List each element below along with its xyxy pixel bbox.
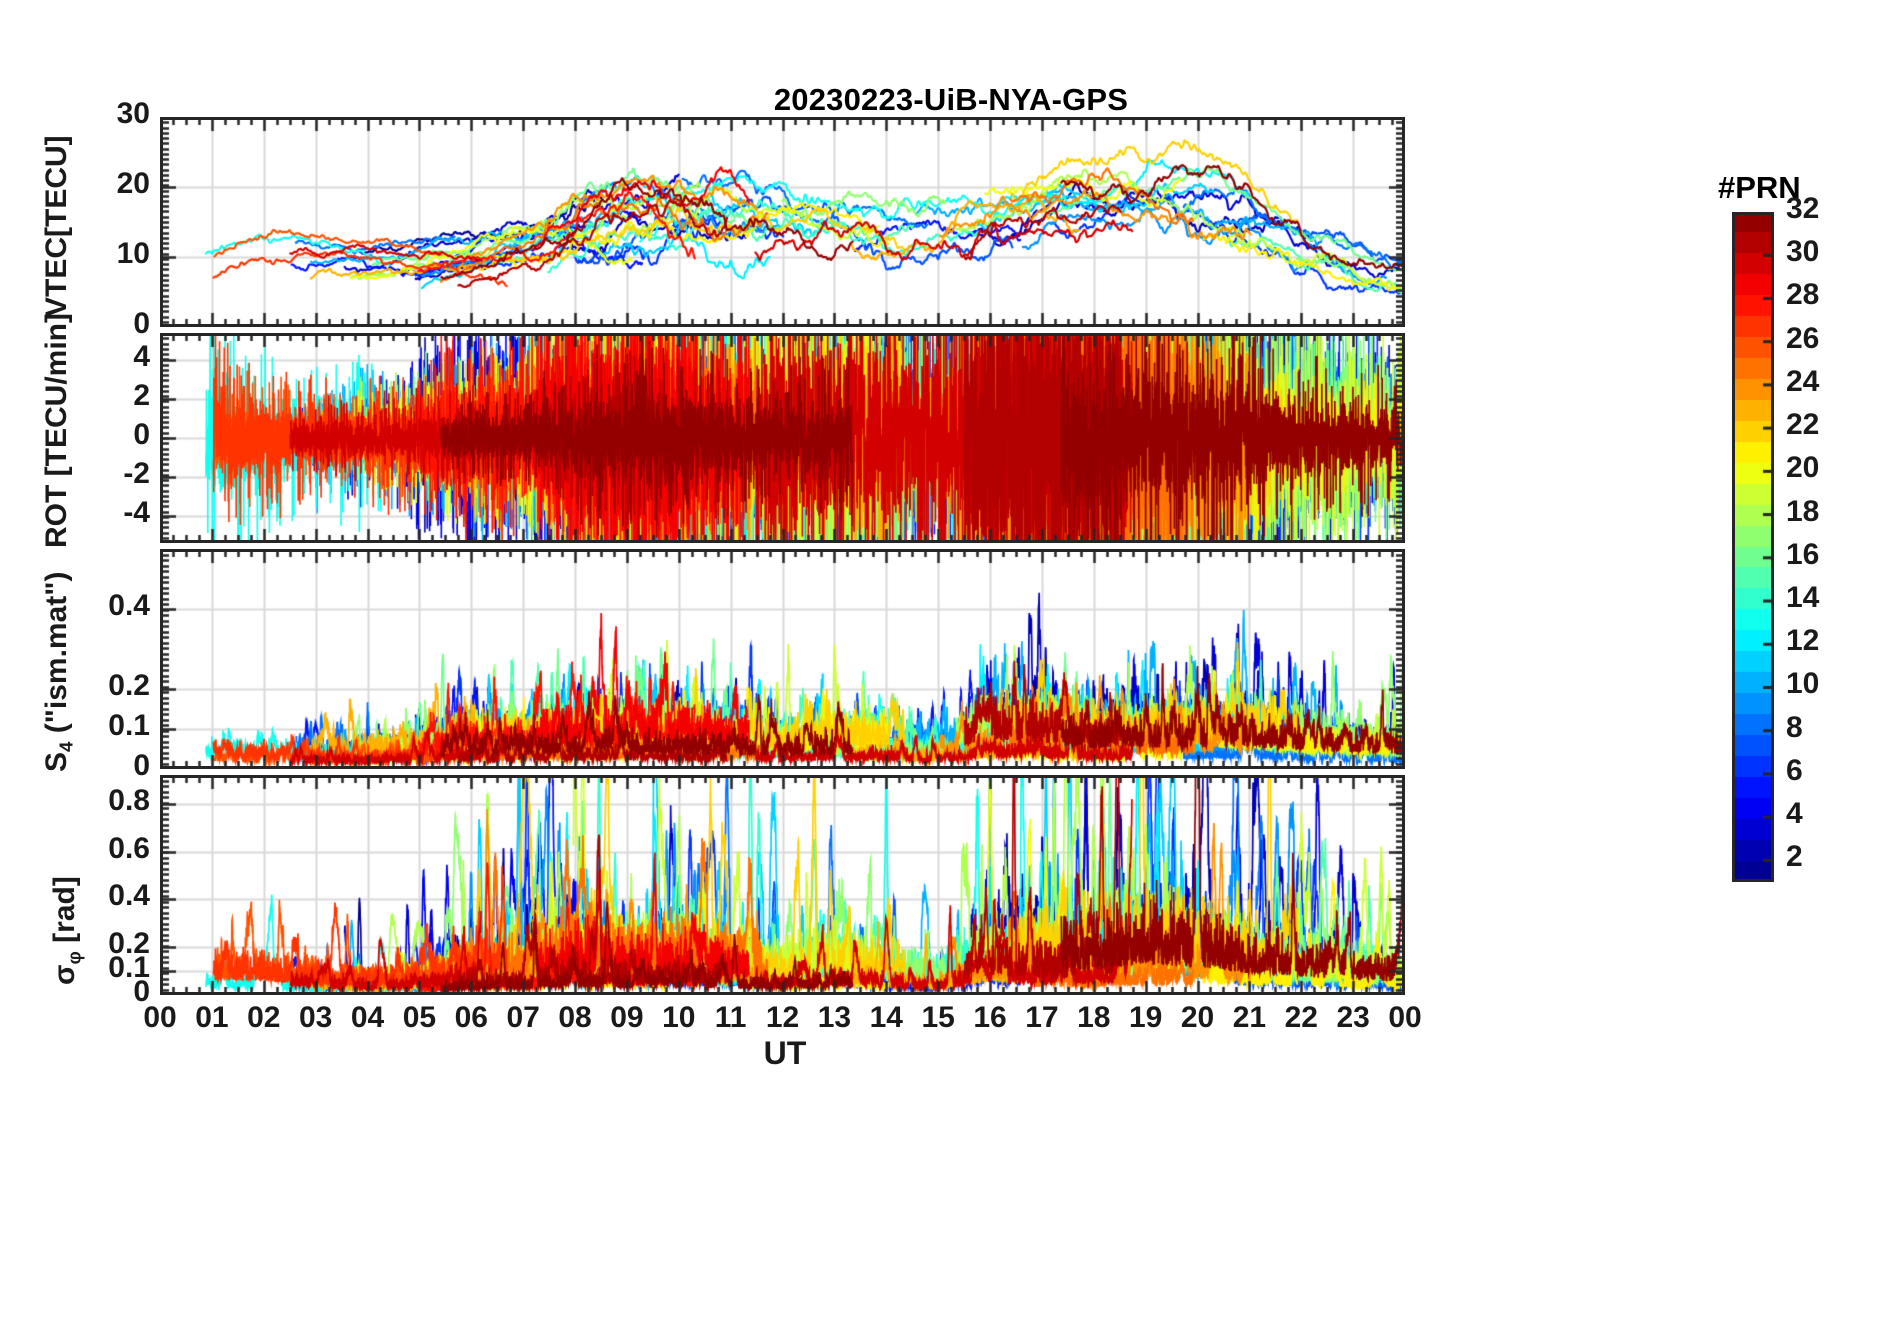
- x-axis-tick-2: 02: [247, 1001, 281, 1034]
- colorbar-tick-32: 32: [1786, 192, 1820, 225]
- x-axis-tick-3: 03: [298, 1001, 333, 1034]
- colorbar-tick-8: 8: [1786, 710, 1803, 744]
- x-axis-tick-14: 14: [869, 1001, 903, 1034]
- panel-vtec-ytick-1: 10: [116, 237, 150, 270]
- colorbar-tick-28: 28: [1786, 278, 1820, 312]
- panel-vtec-ytick-3: 30: [116, 97, 150, 130]
- colorbar-tick-18: 18: [1786, 494, 1820, 528]
- panel-sigmaphi-ytick-2: 0.2: [108, 927, 150, 961]
- x-axis-tick-16: 16: [973, 1001, 1007, 1034]
- panel-rot-ytick-4: 4: [133, 340, 150, 374]
- colorbar-title: #PRN: [1718, 170, 1801, 205]
- colorbar-tick-22: 22: [1786, 408, 1820, 442]
- x-axis-tick-11: 11: [714, 1001, 747, 1034]
- x-axis-tick-17: 17: [1025, 1001, 1059, 1034]
- x-axis-tick-6: 06: [454, 1001, 488, 1034]
- panel-rot: [160, 333, 1405, 543]
- panel-sigmaphi-ytick-4: 0.6: [108, 831, 150, 865]
- panel-vtec-ylabel: VTEC[TECU]: [40, 135, 73, 317]
- panel-rot-ytick-1: -2: [123, 456, 150, 490]
- panel-sigmaphi: [160, 775, 1405, 995]
- panel-vtec-ytick-0: 0: [133, 307, 150, 340]
- x-axis-tick-4: 04: [350, 1001, 385, 1034]
- x-axis-tick-1: 01: [195, 1001, 229, 1034]
- colorbar[interactable]: [1732, 212, 1774, 882]
- x-axis-tick-8: 08: [558, 1001, 592, 1034]
- panel-rot-ytick-3: 2: [133, 379, 150, 413]
- colorbar-tick-10: 10: [1786, 667, 1820, 701]
- x-axis-tick-9: 09: [610, 1001, 644, 1034]
- colorbar-tick-4: 4: [1786, 797, 1803, 831]
- panel-vtec: [160, 117, 1405, 327]
- x-axis-tick-12: 12: [765, 1001, 800, 1034]
- x-axis-tick-7: 07: [506, 1001, 540, 1034]
- x-axis-tick-13: 13: [817, 1001, 852, 1034]
- panel-sigmaphi-ytick-0: 0: [133, 975, 150, 1008]
- panel-rot-ytick-0: -4: [123, 495, 150, 529]
- x-axis-tick-24: 00: [1388, 1001, 1422, 1034]
- x-axis-tick-15: 15: [921, 1001, 955, 1034]
- panel-vtec-ytick-2: 20: [116, 167, 150, 200]
- panel-s4-ytick-1: 0.1: [108, 709, 150, 742]
- panel-rot-ytick-2: 0: [133, 418, 150, 451]
- x-axis-tick-22: 22: [1284, 1001, 1318, 1034]
- panel-sigmaphi-ytick-1: 0.1: [108, 951, 150, 985]
- x-axis-label: UT: [763, 1035, 807, 1071]
- panel-s4-ytick-0: 0: [133, 749, 150, 782]
- colorbar-tick-6: 6: [1786, 753, 1803, 787]
- x-axis-tick-10: 10: [662, 1001, 696, 1034]
- panel-s4: [160, 549, 1405, 769]
- colorbar-tick-26: 26: [1786, 321, 1820, 355]
- figure-title: 20230223-UiB-NYA-GPS: [773, 82, 1129, 117]
- colorbar-tick-12: 12: [1786, 624, 1820, 658]
- panel-s4-ytick-2: 0.2: [108, 669, 150, 702]
- x-axis-tick-19: 19: [1128, 1001, 1163, 1034]
- panel-sigmaphi-ytick-3: 0.4: [108, 879, 150, 913]
- x-axis-tick-5: 05: [402, 1001, 437, 1034]
- colorbar-tick-24: 24: [1786, 364, 1820, 398]
- colorbar-tick-20: 20: [1786, 451, 1820, 485]
- x-axis-tick-21: 21: [1232, 1001, 1267, 1034]
- colorbar-tick-14: 14: [1786, 581, 1820, 615]
- x-axis-tick-23: 23: [1336, 1001, 1370, 1034]
- panel-s4-ytick-3: 0.4: [108, 589, 150, 622]
- x-axis-tick-18: 18: [1077, 1001, 1111, 1034]
- x-axis-tick-20: 20: [1180, 1001, 1215, 1034]
- x-axis-tick-0: 00: [143, 1001, 177, 1034]
- colorbar-tick-30: 30: [1786, 235, 1820, 269]
- colorbar-tick-2: 2: [1786, 840, 1803, 874]
- colorbar-tick-16: 16: [1786, 537, 1820, 571]
- panel-sigmaphi-ytick-5: 0.8: [108, 783, 150, 817]
